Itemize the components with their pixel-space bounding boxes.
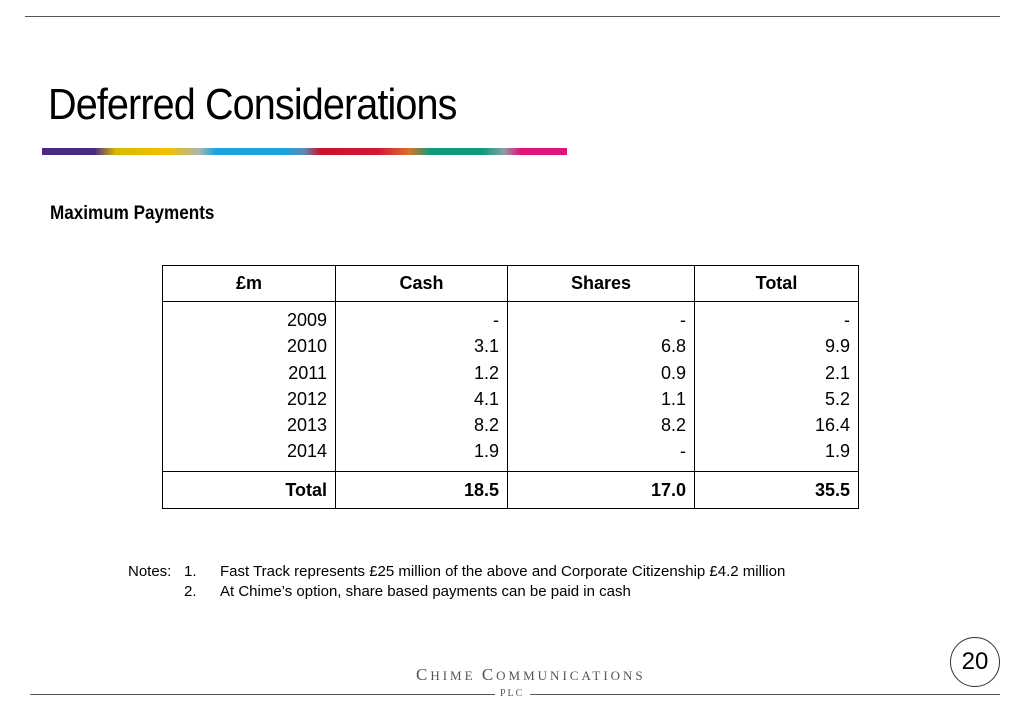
year-column: 2009 2010 2011 2012 2013 2014 xyxy=(162,301,336,472)
company-suffix: PLC xyxy=(500,688,525,699)
table-cell-shares: - xyxy=(680,310,686,330)
footer-divider-left xyxy=(30,694,495,695)
table-body: 2009 2010 2011 2012 2013 2014 - 3.1 1.2 4.1 8.2 1.… xyxy=(162,301,859,472)
table-cell-shares: 0.9 xyxy=(660,362,686,383)
company-logo-text: CHIME COMMUNICATIONS xyxy=(416,665,646,684)
notes-section: Notes: 1. Fast Track represents £25 mill… xyxy=(128,562,785,602)
table-cell-total: - xyxy=(844,310,850,330)
table-cell-year: 2013 xyxy=(286,415,327,436)
total-column: - 9.9 2.1 5.2 16.4 1.9 xyxy=(694,301,859,472)
note-item: 2. At Chime’s option, share based paymen… xyxy=(128,582,785,602)
table-cell-total: 5.2 xyxy=(824,388,850,409)
table-cell-shares: 6.8 xyxy=(660,336,686,357)
note-text: At Chime’s option, share based payments … xyxy=(220,583,631,600)
page-number: 20 xyxy=(950,637,1000,687)
page-title: Deferred Considerations xyxy=(48,80,457,129)
note-number: 2. xyxy=(184,583,197,600)
table-cell-shares: 8.2 xyxy=(660,415,686,436)
footer-divider-right xyxy=(530,694,1000,695)
table-cell-cash: 4.1 xyxy=(473,388,499,409)
table-cell-total: 16.4 xyxy=(814,415,850,436)
brand-color-bar xyxy=(42,148,567,155)
header-currency: £m xyxy=(162,265,336,302)
section-subtitle: Maximum Payments xyxy=(50,203,215,224)
top-divider xyxy=(25,16,1000,17)
payments-table: £m Cash Shares Total 2009 2010 2011 2012 201… xyxy=(162,265,859,509)
table-cell-shares: - xyxy=(680,441,686,462)
shares-column: - 6.8 0.9 1.1 8.2 - xyxy=(507,301,695,472)
table-cell-cash: 3.1 xyxy=(473,336,499,357)
header-cash: Cash xyxy=(335,265,508,302)
table-cell-cash: 1.9 xyxy=(473,441,499,462)
totals-row: Total 18.5 17.0 35.5 xyxy=(162,470,859,509)
header-shares: Shares xyxy=(507,265,695,302)
totals-shares: 17.0 xyxy=(507,470,695,509)
table-cell-cash: 8.2 xyxy=(473,415,499,436)
table-cell-total: 1.9 xyxy=(824,441,850,462)
table-cell-shares: 1.1 xyxy=(660,388,686,409)
table-cell-cash: - xyxy=(493,310,499,330)
header-total: Total xyxy=(694,265,859,302)
note-item: Notes: 1. Fast Track represents £25 mill… xyxy=(128,562,785,582)
table-cell-year: 2010 xyxy=(286,336,327,357)
note-number: 1. xyxy=(184,563,197,580)
table-cell-total: 2.1 xyxy=(824,362,850,383)
note-text: Fast Track represents £25 million of the… xyxy=(220,563,786,580)
cash-column: - 3.1 1.2 4.1 8.2 1.9 xyxy=(335,301,508,472)
totals-label: Total xyxy=(162,470,336,509)
table-cell-cash: 1.2 xyxy=(473,362,499,383)
table-cell-year: 2009 xyxy=(286,310,327,330)
table-header-row: £m Cash Shares Total xyxy=(162,265,859,302)
table-cell-year: 2012 xyxy=(286,388,327,409)
table-cell-total: 9.9 xyxy=(824,336,850,357)
totals-total: 35.5 xyxy=(694,470,859,509)
notes-label: Notes: xyxy=(128,563,172,580)
table-cell-year: 2011 xyxy=(288,362,327,383)
table-cell-year: 2014 xyxy=(286,441,327,462)
totals-cash: 18.5 xyxy=(335,470,508,509)
